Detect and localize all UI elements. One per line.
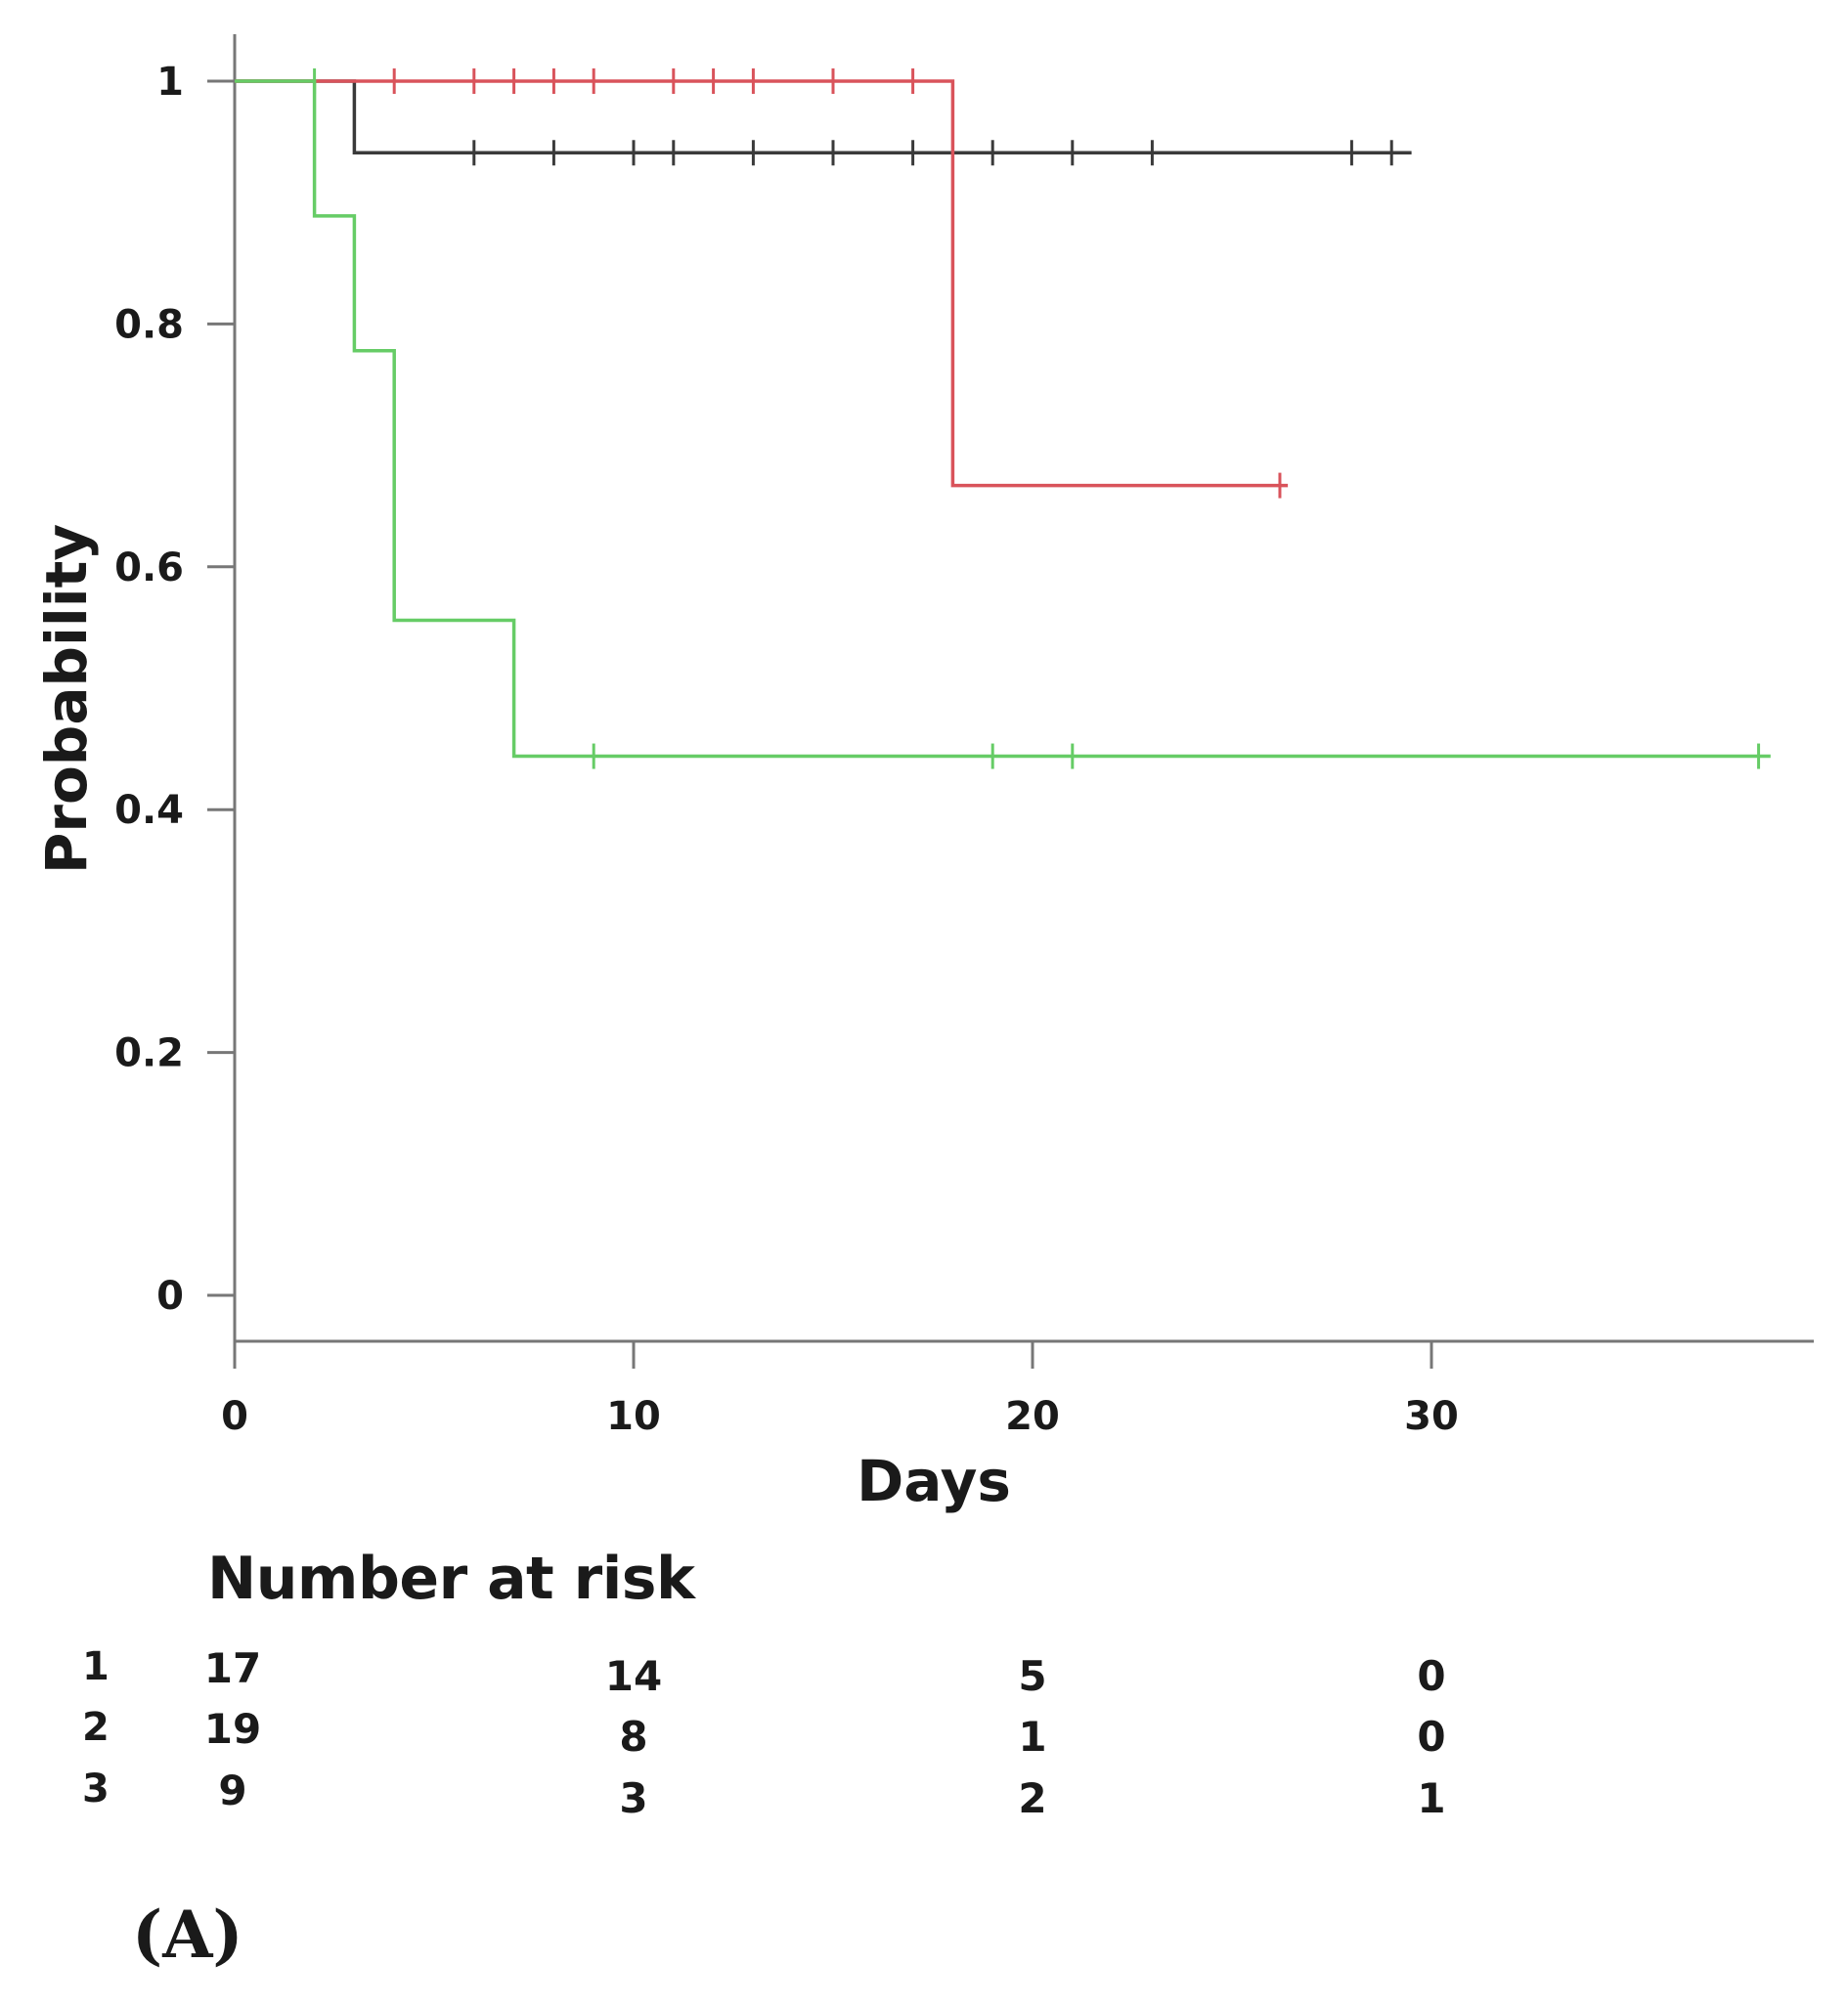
risk-cell: 2 xyxy=(1018,1774,1047,1822)
axes xyxy=(207,34,1814,1369)
y-axis-title: Probability xyxy=(33,524,100,874)
series-layer xyxy=(235,79,1771,759)
risk-cell: 19 xyxy=(203,1705,262,1753)
risk-cell: 0 xyxy=(1417,1652,1446,1700)
panel-label: (A) xyxy=(132,1897,243,1973)
x-tick-label: 30 xyxy=(1404,1394,1459,1439)
risk-row-label: 3 xyxy=(82,1767,110,1811)
y-tick-label: 0.8 xyxy=(114,302,184,347)
x-tick-label: 20 xyxy=(1005,1394,1060,1439)
series-line-1 xyxy=(235,79,1412,155)
risk-cell: 1 xyxy=(1417,1774,1446,1822)
x-tick-label: 0 xyxy=(221,1394,248,1439)
x-axis-title: Days xyxy=(857,1448,1011,1514)
censor-marks xyxy=(313,68,1761,769)
tick-labels: 00.20.40.60.810 10 20 30 xyxy=(114,60,1459,1439)
risk-cell: 8 xyxy=(619,1713,648,1761)
y-tick-label: 1 xyxy=(156,60,184,105)
risk-table-title: Number at risk xyxy=(207,1545,695,1613)
risk-row-label: 1 xyxy=(82,1644,110,1689)
y-tick-label: 0.4 xyxy=(114,788,184,833)
x-tick-label: 10 xyxy=(606,1394,661,1439)
y-tick-label: 0 xyxy=(156,1274,184,1319)
y-tick-label: 0.6 xyxy=(114,545,184,590)
risk-cell: 5 xyxy=(1018,1652,1047,1700)
y-tick-label: 0.2 xyxy=(114,1031,184,1076)
risk-cell: 1 xyxy=(1018,1713,1047,1761)
risk-cell: 17 xyxy=(203,1644,262,1692)
series-line-3 xyxy=(235,79,1771,759)
risk-cell: 0 xyxy=(1417,1713,1446,1761)
risk-cell: 14 xyxy=(604,1652,663,1700)
risk-row-label: 2 xyxy=(82,1705,110,1750)
risk-cell: 3 xyxy=(619,1774,648,1822)
risk-cell: 9 xyxy=(218,1767,247,1814)
